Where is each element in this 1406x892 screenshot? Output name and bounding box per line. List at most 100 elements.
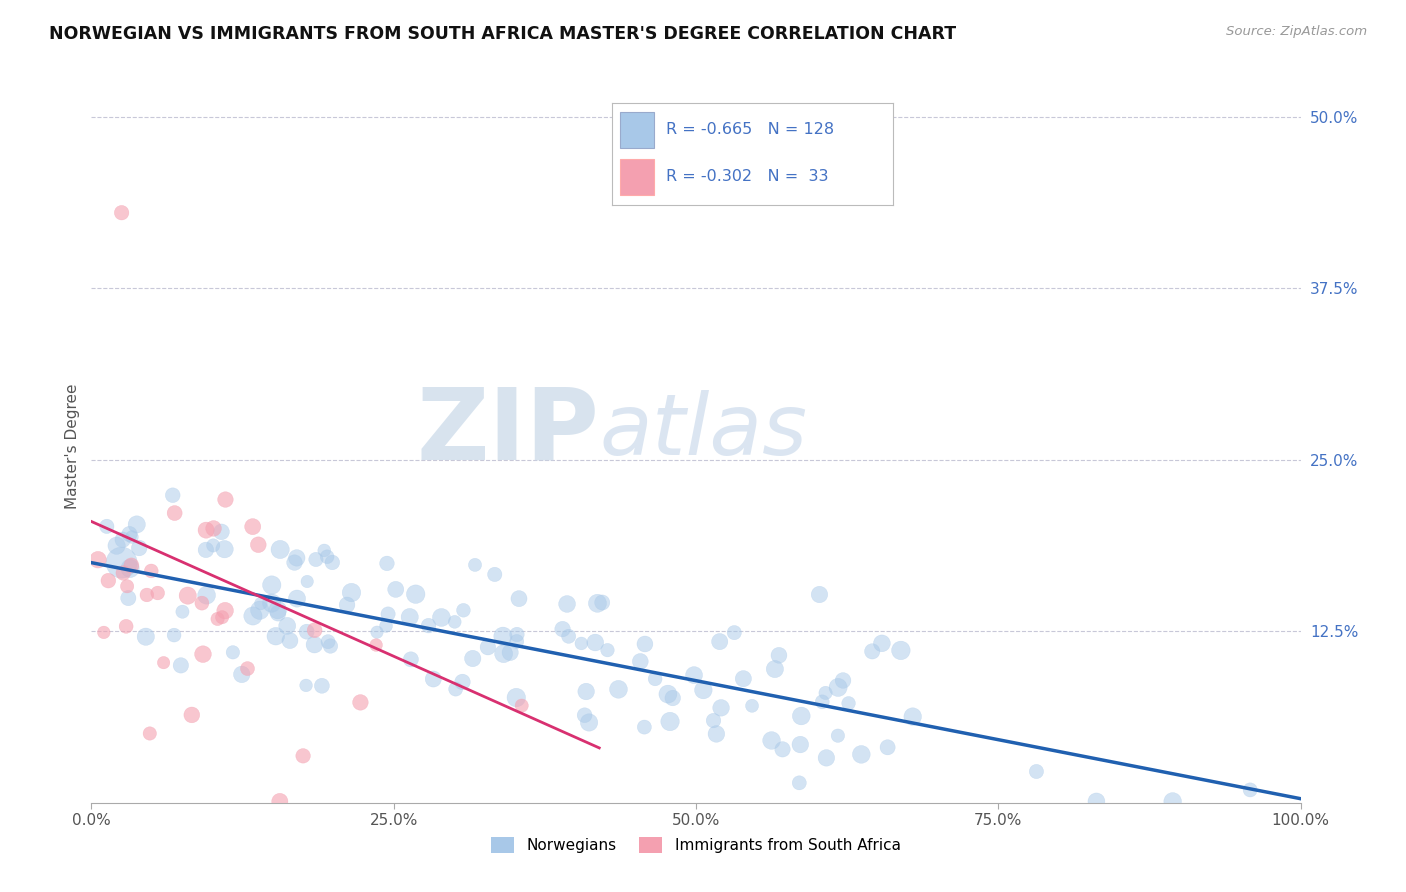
Point — [808, 587, 831, 601]
Point — [815, 751, 838, 765]
Point — [111, 556, 132, 570]
Point — [172, 605, 194, 619]
Point — [444, 682, 467, 697]
Point — [285, 550, 308, 565]
Point — [180, 707, 202, 722]
Point — [349, 695, 371, 709]
Point — [135, 630, 157, 644]
Point — [304, 638, 326, 652]
Point — [484, 567, 506, 582]
Point — [112, 566, 135, 580]
Point — [659, 714, 682, 729]
Point — [202, 538, 225, 552]
Point — [508, 591, 530, 606]
Point — [492, 629, 515, 643]
Point — [191, 647, 214, 661]
Point — [506, 634, 529, 648]
Point — [260, 596, 283, 610]
Point — [267, 603, 290, 617]
Point — [838, 696, 860, 710]
Point — [267, 606, 290, 620]
Point — [321, 556, 343, 570]
Point — [1025, 764, 1047, 779]
Point — [710, 701, 733, 715]
Point — [366, 625, 388, 640]
Point — [120, 558, 142, 573]
Point — [607, 682, 630, 697]
Point — [591, 595, 613, 609]
Point — [772, 742, 794, 756]
Point — [851, 747, 873, 762]
Point — [336, 598, 359, 612]
Point — [242, 519, 264, 533]
Point — [264, 629, 287, 643]
Point — [121, 530, 143, 544]
Point — [163, 628, 186, 642]
Point — [242, 609, 264, 624]
Point — [146, 586, 169, 600]
Point — [295, 574, 318, 589]
Point — [292, 748, 315, 763]
Point — [250, 597, 273, 611]
Point — [231, 667, 253, 681]
Point — [236, 662, 259, 676]
Text: Source: ZipAtlas.com: Source: ZipAtlas.com — [1226, 25, 1367, 38]
Point — [557, 629, 579, 643]
Point — [510, 698, 533, 713]
Point — [569, 636, 592, 650]
Point — [464, 558, 486, 572]
Point — [551, 622, 574, 636]
Y-axis label: Master's Degree: Master's Degree — [65, 384, 80, 508]
Point — [125, 517, 148, 532]
Point — [202, 521, 225, 535]
Point — [789, 738, 811, 752]
Point — [364, 638, 387, 652]
Point — [706, 727, 728, 741]
Point — [422, 672, 444, 686]
Point — [723, 625, 745, 640]
Point — [163, 506, 186, 520]
Legend: Norwegians, Immigrants from South Africa: Norwegians, Immigrants from South Africa — [485, 831, 907, 859]
Point — [430, 610, 453, 624]
Point — [477, 640, 499, 655]
Point — [375, 619, 398, 633]
Point — [1085, 794, 1108, 808]
Point — [827, 681, 849, 695]
Point — [661, 691, 683, 706]
Point — [901, 709, 924, 723]
Point — [870, 636, 893, 650]
Point — [384, 582, 406, 597]
Point — [152, 656, 174, 670]
Point — [195, 523, 218, 537]
Point — [832, 673, 855, 688]
Point — [214, 542, 236, 557]
Point — [311, 679, 333, 693]
Point — [269, 794, 291, 808]
Point — [118, 527, 141, 541]
Point — [316, 549, 339, 564]
Point — [405, 587, 427, 601]
FancyBboxPatch shape — [620, 159, 654, 194]
Point — [93, 625, 115, 640]
Point — [260, 578, 283, 592]
Point — [702, 714, 724, 728]
Point — [305, 552, 328, 566]
Point — [177, 589, 200, 603]
Point — [574, 708, 596, 723]
Point — [492, 647, 515, 661]
Point — [443, 615, 465, 629]
Point — [247, 538, 270, 552]
Point — [596, 643, 619, 657]
Point — [115, 619, 138, 633]
Point — [761, 733, 783, 747]
Point — [269, 542, 291, 557]
Point — [453, 603, 475, 617]
Point — [214, 492, 236, 507]
Text: R = -0.302   N =  33: R = -0.302 N = 33 — [666, 169, 830, 185]
Point — [214, 604, 236, 618]
Point — [461, 651, 484, 665]
Point — [118, 561, 141, 575]
Point — [890, 643, 912, 657]
Point — [398, 610, 420, 624]
Point — [733, 672, 755, 686]
